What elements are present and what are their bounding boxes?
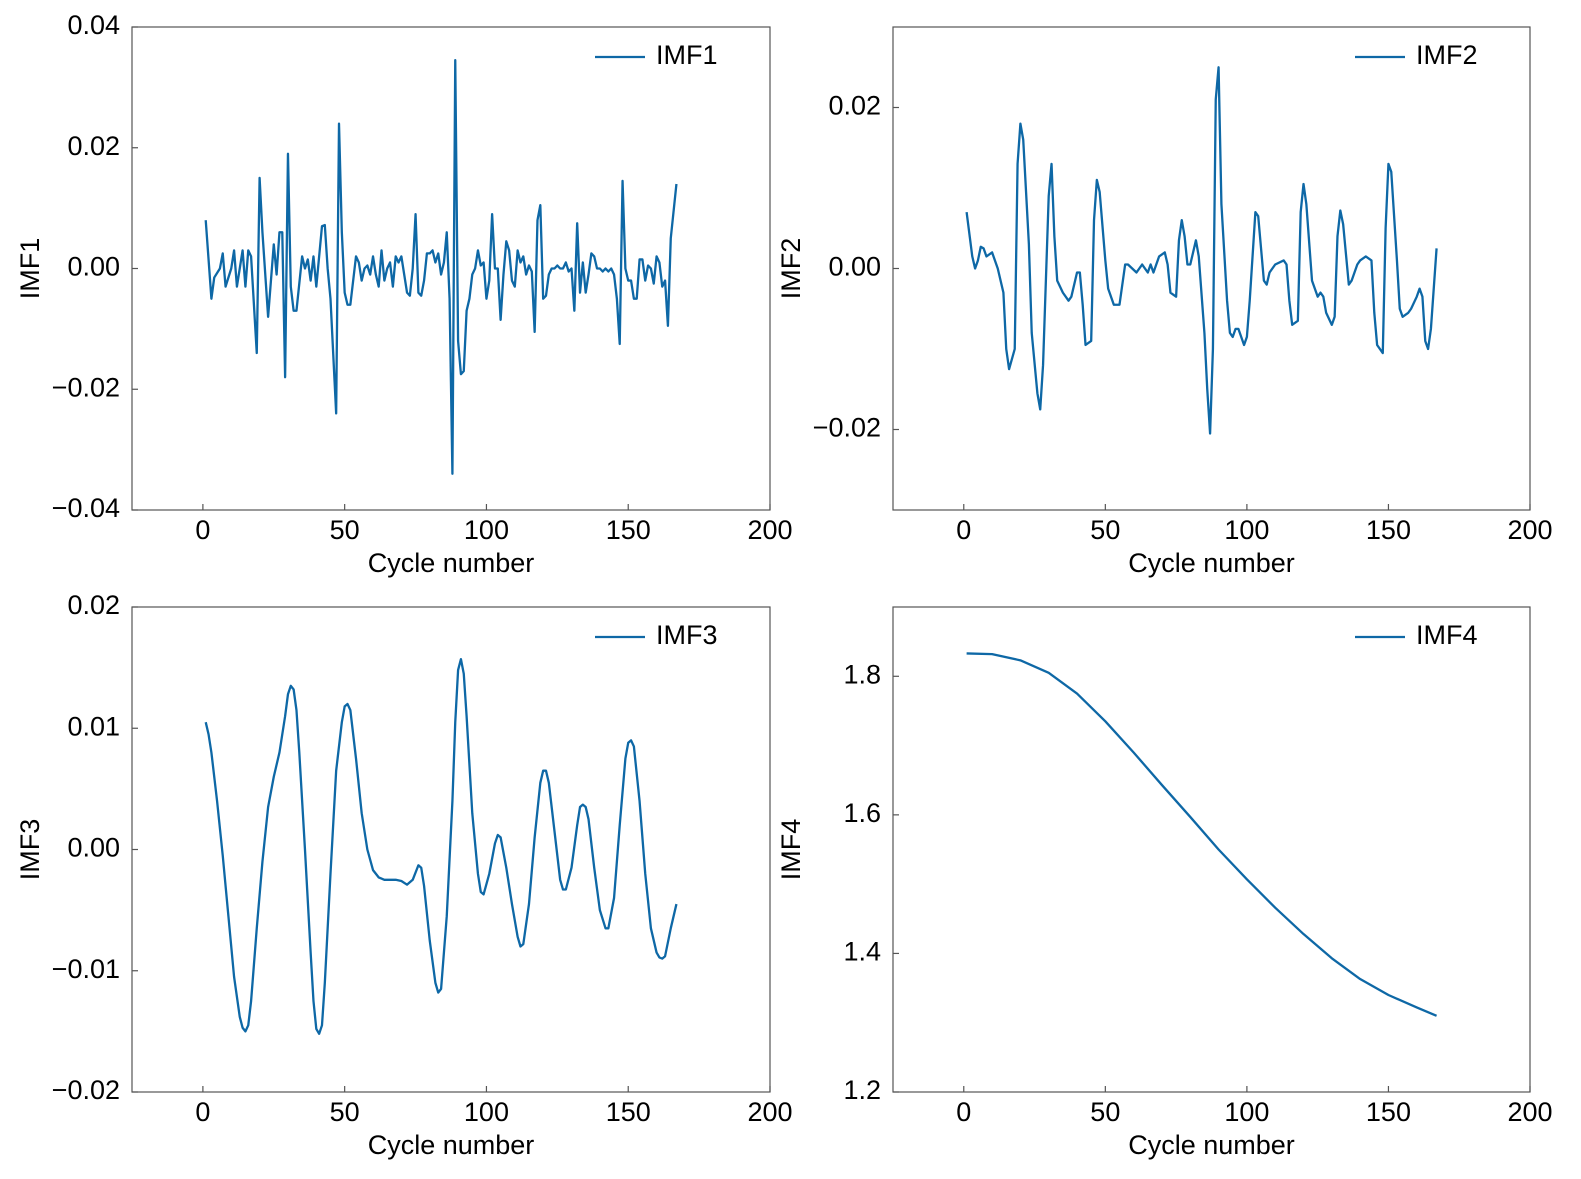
y-axis-label: IMF2 [776,238,806,300]
y-tick-label: 0.00 [67,833,120,863]
y-tick-label: 0.01 [67,711,120,741]
x-tick-label: 100 [464,515,509,545]
y-tick-label: −0.02 [52,1075,120,1105]
y-tick-label: 1.4 [843,937,881,967]
y-tick-label: 0.04 [67,10,120,40]
subplot: 0 50 100 150 200 −0.02 −0.01 0.00 0.01 0.02 Cycle … [15,590,792,1160]
data-line [965,66,1438,435]
x-tick-label: 100 [1224,1097,1269,1127]
x-tick-label: 50 [1090,1097,1120,1127]
x-tick-label: 150 [1366,1097,1411,1127]
axes-frame [892,606,1531,1093]
x-tick-label: 0 [195,1097,210,1127]
subplot: 0 50 100 150 200 −0.02 0.00 0.02 Cycle number IMF… [776,26,1553,578]
y-tick-label: 0.00 [828,252,881,282]
legend-label: IMF1 [656,40,718,70]
x-tick-label: 200 [747,515,792,545]
y-tick-label: 1.6 [843,798,881,828]
x-tick-label: 150 [606,1097,651,1127]
x-tick-label: 50 [1090,515,1120,545]
x-tick-label: 200 [747,1097,792,1127]
y-tick-label: −0.02 [52,372,120,402]
x-tick-label: 100 [464,1097,509,1127]
y-tick-label: 0.02 [828,91,881,121]
data-line [204,59,678,475]
x-axis-label: Cycle number [1128,548,1295,578]
y-tick-label: 1.8 [843,659,881,689]
y-tick-label: −0.04 [52,493,120,523]
x-tick-label: 200 [1507,1097,1552,1127]
y-axis-label: IMF4 [776,819,806,881]
x-axis-label: Cycle number [368,1130,535,1160]
x-tick-label: 0 [195,515,210,545]
legend-label: IMF3 [656,620,718,650]
x-tick-label: 0 [956,1097,971,1127]
x-tick-label: 200 [1507,515,1552,545]
legend-label: IMF2 [1416,40,1478,70]
legend-label: IMF4 [1416,620,1478,650]
x-axis-label: Cycle number [1128,1130,1295,1160]
y-tick-label: 0.02 [67,131,120,161]
data-line [204,657,678,1035]
x-tick-label: 50 [330,1097,360,1127]
x-tick-label: 50 [330,515,360,545]
subplot: 0 50 100 150 200 −0.04 −0.02 0.00 0.02 0.04 Cycle … [15,10,792,578]
x-tick-label: 0 [956,515,971,545]
x-axis-label: Cycle number [368,548,535,578]
y-tick-label: 0.00 [67,252,120,282]
y-axis-label: IMF3 [15,819,45,881]
y-tick-label: 1.2 [843,1075,881,1105]
data-line [966,652,1438,1017]
x-tick-label: 150 [606,515,651,545]
y-tick-label: 0.02 [67,590,120,620]
y-axis-label: IMF1 [15,238,45,300]
y-tick-label: −0.01 [52,954,120,984]
y-tick-label: −0.02 [813,413,881,443]
x-tick-label: 150 [1366,515,1411,545]
subplot: 0 50 100 150 200 1.2 1.4 1.6 1.8 Cycle number IMF4… [776,606,1553,1160]
x-tick-label: 100 [1224,515,1269,545]
